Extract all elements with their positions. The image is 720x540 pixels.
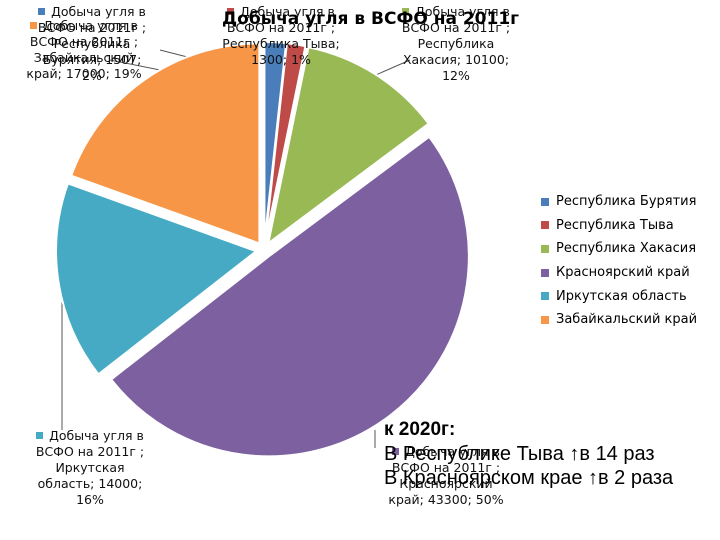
data-label-row: ВСФО на 2011г ; [196,20,366,36]
data-label-line: Республика [53,36,131,51]
data-label-row: Красноярский [368,476,524,492]
data-label-row: Бурятия; 1507; [22,52,162,68]
legend-label: Республика Хакасия [556,241,697,257]
data-label-республика-хакасия: Добыча угля в ВСФО на 2011г ; Республика Ха… [372,4,540,84]
data-label-line: край; 17000; 19% [26,66,142,81]
legend-label: Республика Бурятия [556,194,697,210]
legend-label: Иркутская область [556,288,687,304]
data-label-line: Добыча угля в [43,18,138,33]
data-label-row: край; 17000; 19% [4,66,164,82]
data-label-line: Добыча угля в [51,4,146,19]
legend: Республика Бурятия Республика Тыва Республ… [541,190,697,332]
leader-line-забайкальский-край [109,59,161,71]
legend-item-республика-тыва: Республика Тыва [541,214,697,238]
data-label-row: край; 43300; 50% [368,492,524,508]
data-label-swatch [392,448,400,455]
data-label-row: Добыча угля в [196,4,366,20]
data-label-line: ВСФО на 2011г ; [391,460,501,475]
data-label-row: 12% [372,68,540,84]
pie-slice-республика-хакасия [266,46,431,246]
chart-title: Добыча угля в ВСФО на 2011г [222,9,520,29]
forecast-note: к 2020г: В Республике Тыва ↑в 14 раз В К… [384,418,673,490]
data-label-line: Забайкальский [33,50,135,65]
data-label-row: ВСФО на 2011г ; [4,34,164,50]
data-label-row: область; 14000; [12,476,168,492]
legend-item-красноярский-край: Красноярский край [541,261,697,285]
pie-slice-республика-тыва [264,42,307,243]
data-label-row: Добыча угля в [372,4,540,20]
data-label-line: ВСФО на 2011г ; [401,20,511,35]
pie-slice-забайкальский-край [69,42,261,245]
data-label-swatch [38,8,46,15]
data-label-swatch [227,8,235,15]
data-label-республика-бурятия: Добыча угля в ВСФО на 2011г ; Республика Бу… [22,4,162,84]
data-label-line: Добыча угля в [240,4,335,19]
legend-swatch [541,221,549,230]
data-label-row: Добыча угля в [4,18,164,34]
data-label-line: ВСФО на 2011г ; [37,20,147,35]
legend-label: Красноярский край [556,265,690,281]
data-label-забайкальский-край: Добыча угля в ВСФО на 2011г ; Забайкальски… [4,18,164,82]
data-label-line: ВСФО на 2011г ; [226,20,336,35]
legend-item-забайкальский-край: Забайкальский край [541,308,697,332]
data-label-row: Добыча угля в [12,428,168,444]
data-label-row: 1300; 1% [196,52,366,68]
data-label-row: Добыча угля в [368,444,524,460]
data-label-красноярский-край: Добыча угля в ВСФО на 2011г ; Красноярский… [368,444,524,508]
data-label-line: Республика Тыва; [222,36,340,51]
data-label-line: 2% [82,68,102,83]
legend-label: Забайкальский край [556,312,698,328]
legend-item-иркутская-область: Иркутская область [541,284,697,308]
data-label-line: Добыча угля в [415,4,510,19]
data-label-swatch [36,432,44,439]
legend-swatch [541,268,549,277]
data-label-line: край; 43300; 50% [388,492,504,507]
data-label-line: ВСФО на 2011г ; [29,34,139,49]
note-line-krasnoyarsk: В Красноярском крае ↑в 2 раза [384,467,674,489]
legend-item-республика-бурятия: Республика Бурятия [541,190,697,214]
data-label-row: Республика Тыва; [196,36,366,52]
data-label-row: ВСФО на 2011г ; [372,20,540,36]
data-label-row: 16% [12,492,168,508]
legend-swatch [541,197,549,206]
pie-slices [55,41,470,458]
data-label-row: Республика [372,36,540,52]
data-label-line: Бурятия; 1507; [42,52,142,67]
legend-swatch [541,292,549,301]
data-label-row: ВСФО на 2011г ; [12,444,168,460]
data-label-республика-тыва: Добыча угля в ВСФО на 2011г ; Республика Т… [196,4,366,68]
data-label-line: ВСФО на 2011г ; [35,444,145,459]
legend-swatch [541,244,549,253]
data-label-row: Забайкальский [4,50,164,66]
note-heading: к 2020г: [384,419,456,440]
data-label-line: 12% [442,68,470,83]
data-label-line: Добыча угля в [405,444,500,459]
data-label-row: 2% [22,68,162,84]
data-label-row: Республика [22,36,162,52]
data-label-row: Хакасия; 10100; [372,52,540,68]
data-label-line: 1300; 1% [251,52,311,67]
data-label-line: 16% [76,492,104,507]
pie-slice-красноярский-край [109,135,470,458]
legend-label: Республика Тыва [556,217,674,233]
data-label-swatch [30,22,38,29]
data-label-row: ВСФО на 2011г ; [22,20,162,36]
data-label-row: ВСФО на 2011г ; [368,460,524,476]
legend-swatch [541,315,549,324]
data-label-swatch [402,8,410,15]
data-label-line: Красноярский [399,476,493,491]
note-line-tyva: В Республике Тыва ↑в 14 раз [384,443,655,465]
data-label-line: Иркутская [55,460,125,475]
pie-slice-иркутская-область [55,182,259,376]
data-label-line: Добыча угля в [49,428,144,443]
data-label-row: Иркутская [12,460,168,476]
legend-item-республика-хакасия: Республика Хакасия [541,237,697,261]
data-label-иркутская-область: Добыча угля в ВСФО на 2011г ; Иркутская обл… [12,428,168,508]
data-label-row: Добыча угля в [22,4,162,20]
data-label-line: Республика [417,36,495,51]
data-label-line: область; 14000; [37,476,143,491]
data-label-line: Хакасия; 10100; [402,52,510,67]
